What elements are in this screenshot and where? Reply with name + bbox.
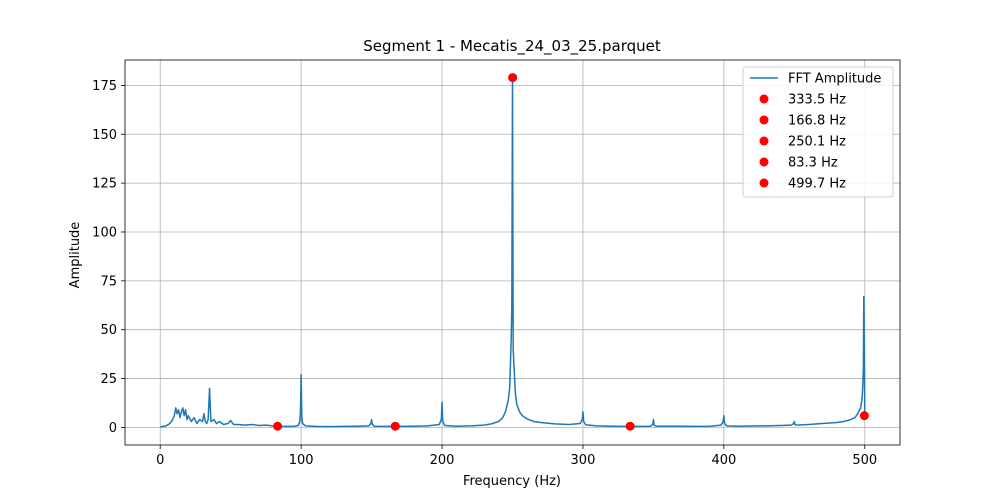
peak-marker — [859, 411, 869, 421]
legend-marker-swatch — [759, 157, 769, 167]
x-tick-label: 500 — [852, 453, 877, 468]
y-tick-label: 75 — [100, 274, 117, 289]
peak-marker — [625, 421, 635, 431]
y-tick-label: 50 — [100, 323, 117, 338]
y-axis-label: Amplitude — [68, 222, 83, 289]
x-tick-label: 200 — [430, 453, 455, 468]
chart-title: Segment 1 - Mecatis_24_03_25.parquet — [363, 37, 661, 56]
peak-marker — [390, 421, 400, 431]
legend-marker-swatch — [759, 136, 769, 146]
legend-marker-swatch — [759, 178, 769, 188]
legend-entry-label: 499.7 Hz — [788, 177, 846, 192]
y-tick-label: 0 — [109, 421, 117, 436]
legend-entry-label: 83.3 Hz — [788, 156, 838, 171]
x-tick-label: 0 — [156, 453, 164, 468]
fft-amplitude-line — [160, 76, 866, 428]
y-tick-label: 150 — [92, 128, 117, 143]
peak-marker — [273, 421, 283, 431]
plot-series — [160, 73, 869, 431]
legend-entry-label: 333.5 Hz — [788, 93, 846, 108]
x-tick-label: 100 — [289, 453, 314, 468]
legend-entry-label: FFT Amplitude — [788, 72, 881, 87]
legend-entry-label: 250.1 Hz — [788, 135, 846, 150]
legend: FFT Amplitude 333.5 Hz 166.8 Hz 250.1 Hz 83.… — [742, 66, 894, 198]
y-tick-label: 175 — [92, 79, 117, 94]
x-axis-label: Frequency (Hz) — [463, 474, 561, 489]
plot-frame — [124, 59, 901, 446]
y-tick-label: 125 — [92, 177, 117, 192]
peak-marker — [508, 73, 518, 83]
x-tick-label: 300 — [571, 453, 596, 468]
axes: 0 100 200 300 400 500 0 25 50 75 100 125 150 175 — [92, 59, 901, 468]
legend-marker-swatch — [759, 94, 769, 104]
legend-entry-label: 166.8 Hz — [788, 114, 846, 129]
legend-box — [742, 66, 894, 198]
x-tick-label: 400 — [711, 453, 736, 468]
y-tick-label: 25 — [100, 372, 117, 387]
y-tick-label: 100 — [92, 225, 117, 240]
legend-marker-swatch — [759, 115, 769, 125]
